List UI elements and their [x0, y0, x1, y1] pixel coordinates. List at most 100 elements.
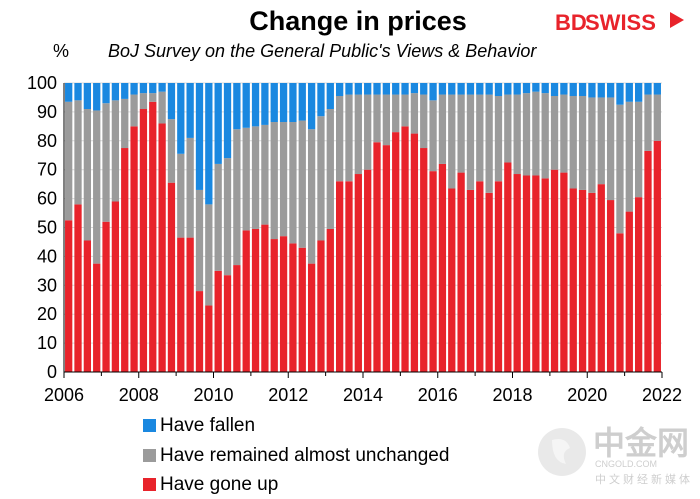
logo-text-bd: BD — [555, 10, 587, 35]
bar-unchanged-54 — [569, 96, 577, 189]
bar-gone-up-49 — [522, 175, 531, 372]
legend-swatch-fallen — [143, 419, 156, 432]
bar-gone-up-22 — [270, 239, 278, 372]
bar-gone-up-58 — [606, 200, 615, 372]
legend-label-unchanged: Have remained almost unchanged — [160, 445, 449, 466]
bar-fallen-12 — [177, 83, 185, 154]
bar-unchanged-16 — [214, 163, 222, 271]
bar-gone-up-50 — [532, 175, 540, 372]
bar-unchanged-62 — [644, 94, 652, 151]
bar-fallen-18 — [233, 83, 241, 130]
bar-gone-up-7 — [130, 126, 138, 372]
bar-fallen-25 — [298, 83, 306, 121]
bar-fallen-41 — [448, 83, 456, 95]
bar-gone-up-34 — [382, 145, 391, 372]
bar-gone-up-41 — [448, 188, 456, 372]
bar-unchanged-41 — [448, 94, 456, 189]
bar-unchanged-42 — [457, 94, 465, 173]
bar-unchanged-63 — [653, 94, 661, 141]
y-tick-label-70: 70 — [37, 160, 57, 180]
bar-fallen-22 — [270, 83, 278, 123]
y-axis-unit: % — [53, 41, 69, 61]
bar-unchanged-15 — [205, 204, 213, 306]
bar-gone-up-37 — [410, 133, 419, 372]
bar-fallen-8 — [139, 83, 148, 94]
bar-fallen-1 — [74, 83, 82, 101]
watermark-text-cn: 中金网 — [593, 424, 689, 462]
bar-unchanged-9 — [149, 93, 157, 102]
watermark-leaf-icon — [552, 439, 570, 464]
bar-fallen-29 — [336, 83, 344, 96]
bdswiss-logo: BD SWISS — [555, 10, 684, 35]
bar-fallen-28 — [326, 83, 334, 110]
bar-fallen-13 — [186, 83, 194, 138]
bar-fallen-43 — [466, 83, 475, 95]
bar-fallen-33 — [373, 83, 381, 95]
bar-gone-up-31 — [354, 174, 362, 372]
bar-unchanged-11 — [167, 119, 176, 183]
bar-gone-up-46 — [494, 181, 503, 372]
bar-fallen-50 — [532, 83, 540, 92]
bar-unchanged-20 — [251, 126, 260, 229]
bar-gone-up-0 — [65, 220, 73, 372]
watermark-subtitle: 中文财经新媒体 — [595, 472, 693, 486]
x-tick-label-2014: 2014 — [343, 385, 383, 405]
bar-gone-up-44 — [476, 181, 484, 372]
bar-unchanged-36 — [401, 94, 409, 127]
bar-gone-up-3 — [93, 263, 101, 373]
bar-fallen-6 — [121, 83, 129, 99]
bar-gone-up-54 — [569, 188, 577, 372]
bar-gone-up-8 — [139, 109, 148, 372]
bar-gone-up-19 — [242, 230, 250, 372]
bar-fallen-10 — [158, 83, 166, 92]
bar-fallen-5 — [111, 83, 120, 101]
bar-unchanged-0 — [65, 101, 73, 221]
bar-unchanged-38 — [420, 94, 428, 149]
bar-gone-up-35 — [392, 132, 400, 372]
bar-gone-up-13 — [186, 237, 194, 372]
bar-fallen-62 — [644, 83, 652, 95]
bar-unchanged-21 — [261, 124, 269, 225]
x-tick-label-2008: 2008 — [119, 385, 159, 405]
bar-unchanged-43 — [466, 94, 475, 190]
bar-fallen-45 — [485, 83, 493, 95]
bar-gone-up-5 — [111, 201, 120, 372]
bar-unchanged-25 — [298, 120, 306, 248]
legend: Have fallen Have remained almost unchang… — [143, 415, 449, 495]
bar-unchanged-6 — [121, 98, 129, 149]
x-tick-label-2006: 2006 — [44, 385, 84, 405]
bar-unchanged-50 — [532, 91, 540, 176]
bar-unchanged-7 — [130, 94, 138, 127]
bar-gone-up-23 — [279, 236, 288, 372]
bar-gone-up-12 — [177, 237, 185, 372]
bar-fallen-54 — [569, 83, 577, 96]
bar-fallen-57 — [597, 83, 605, 98]
bar-fallen-11 — [167, 83, 176, 120]
bar-fallen-7 — [130, 83, 138, 95]
bar-unchanged-52 — [550, 96, 559, 170]
bar-unchanged-10 — [158, 91, 166, 124]
bar-fallen-31 — [354, 83, 362, 95]
y-tick-label-50: 50 — [37, 218, 57, 238]
bars-group — [65, 83, 661, 373]
bar-unchanged-53 — [560, 94, 568, 173]
bar-fallen-48 — [513, 83, 521, 95]
axes — [63, 83, 663, 378]
bar-fallen-26 — [307, 83, 316, 130]
x-tick-labels: 2006 2008 2010 2012 2014 2016 2018 2020 2022 — [44, 385, 682, 405]
bar-unchanged-61 — [635, 101, 643, 198]
bar-unchanged-12 — [177, 153, 185, 238]
bar-fallen-44 — [476, 83, 484, 95]
bar-gone-up-6 — [121, 148, 129, 372]
bar-unchanged-57 — [597, 97, 605, 185]
bar-gone-up-60 — [625, 211, 633, 372]
bar-unchanged-37 — [410, 93, 419, 134]
bar-gone-up-1 — [74, 204, 82, 372]
chart-subtitle: BoJ Survey on the General Public's Views… — [108, 41, 537, 61]
bar-fallen-21 — [261, 83, 269, 125]
bar-fallen-19 — [242, 83, 250, 128]
y-tick-label-80: 80 — [37, 131, 57, 151]
bar-fallen-15 — [205, 83, 213, 205]
y-tick-label-40: 40 — [37, 246, 57, 266]
bar-fallen-55 — [578, 83, 587, 96]
